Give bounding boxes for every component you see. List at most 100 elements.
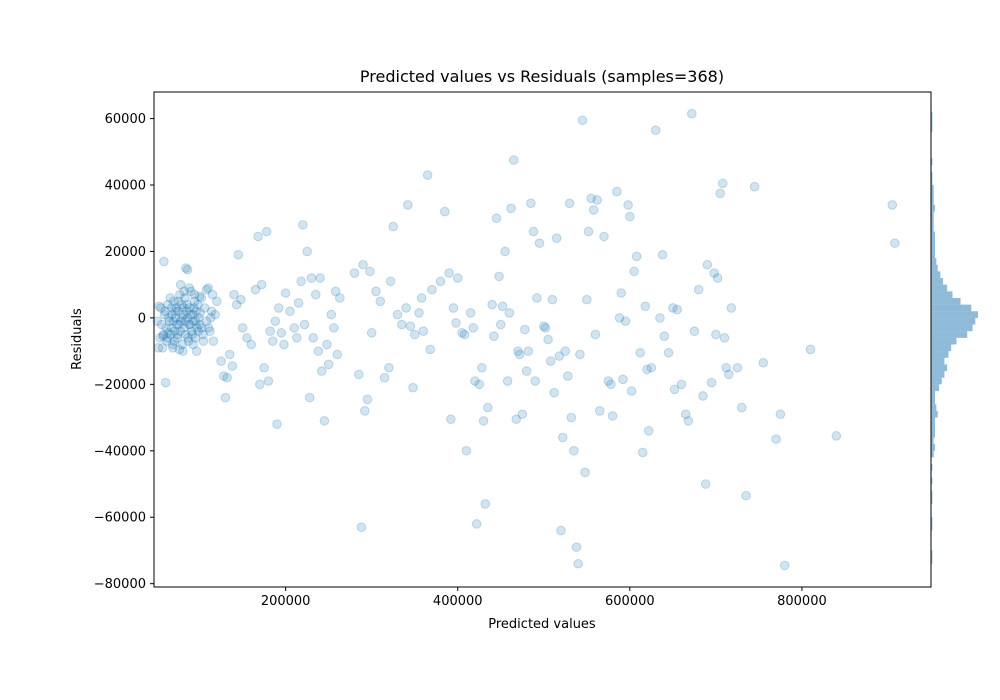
data-point — [545, 356, 556, 366]
data-point — [711, 329, 721, 340]
histogram-bar — [931, 311, 978, 318]
data-point — [302, 246, 312, 257]
histogram-bar — [931, 244, 936, 252]
histogram-bar — [931, 557, 933, 564]
data-point — [177, 339, 188, 350]
y-tick-label: 0 — [138, 311, 146, 326]
data-point — [446, 414, 456, 425]
data-point — [663, 347, 674, 358]
data-point — [440, 206, 450, 217]
data-point — [156, 319, 167, 330]
data-point — [637, 447, 648, 458]
data-point — [668, 303, 678, 313]
data-point — [155, 333, 165, 343]
data-point — [680, 409, 691, 420]
data-point — [152, 316, 163, 327]
data-point — [520, 324, 530, 335]
data-point — [491, 213, 502, 224]
data-point — [403, 200, 413, 210]
data-point — [187, 309, 198, 320]
data-point — [169, 336, 180, 346]
data-point — [573, 558, 584, 569]
data-point — [190, 316, 201, 327]
data-point — [530, 376, 540, 386]
x-axis-label: Predicted values — [488, 617, 596, 632]
y-tick-label: 60000 — [105, 112, 146, 127]
data-point — [289, 323, 300, 333]
data-point — [514, 349, 525, 360]
data-point — [261, 226, 272, 237]
data-point — [497, 301, 508, 312]
data-point — [478, 416, 489, 426]
data-point — [504, 308, 515, 318]
histogram-bar — [931, 377, 942, 385]
data-point — [517, 409, 528, 420]
data-point — [178, 309, 189, 320]
data-point — [233, 249, 244, 260]
data-point — [588, 205, 599, 215]
data-point — [203, 323, 214, 333]
data-point — [831, 431, 842, 441]
data-point — [451, 318, 461, 328]
histogram-bar — [931, 238, 936, 245]
data-point — [191, 346, 202, 356]
data-point — [201, 284, 212, 295]
data-point — [887, 200, 898, 210]
data-point — [279, 339, 289, 350]
data-point — [489, 331, 499, 341]
data-point — [606, 379, 616, 390]
data-point — [173, 306, 183, 317]
data-point — [292, 333, 302, 343]
data-point — [175, 279, 186, 290]
histogram-bar — [931, 304, 972, 312]
data-point — [583, 226, 594, 237]
data-point — [176, 299, 187, 310]
histogram-bar — [931, 344, 952, 352]
histogram-bar — [931, 198, 934, 205]
data-point — [178, 303, 189, 313]
data-point — [326, 309, 337, 320]
data-point — [459, 329, 470, 340]
data-point — [736, 402, 747, 413]
data-point — [160, 377, 171, 388]
histogram-bar — [931, 437, 934, 445]
data-point — [575, 349, 585, 360]
data-point — [625, 211, 635, 222]
data-point — [158, 329, 169, 340]
data-point — [702, 259, 713, 270]
data-point — [448, 303, 459, 313]
data-point — [164, 316, 175, 327]
histogram-bar — [931, 125, 933, 132]
data-point — [180, 293, 190, 303]
data-point — [255, 379, 265, 390]
data-point — [188, 316, 199, 327]
data-point — [163, 313, 174, 323]
data-point — [161, 323, 171, 333]
data-point — [717, 178, 728, 189]
data-point — [528, 226, 539, 237]
data-point — [635, 347, 645, 358]
data-point — [194, 319, 205, 330]
data-point — [560, 346, 571, 356]
data-point — [198, 329, 208, 340]
data-point — [693, 284, 704, 295]
histogram-bar — [931, 490, 933, 498]
data-point — [175, 289, 185, 300]
data-point — [162, 333, 173, 343]
data-point — [280, 288, 291, 298]
data-point — [158, 331, 168, 341]
data-point — [379, 372, 390, 383]
histogram-bar — [931, 364, 948, 372]
data-point — [227, 361, 238, 371]
histogram-bar — [931, 264, 938, 272]
data-point — [592, 195, 602, 205]
data-point — [715, 188, 725, 199]
data-point — [276, 328, 287, 338]
data-point — [195, 308, 205, 318]
data-point — [457, 328, 467, 338]
data-point — [599, 231, 609, 242]
data-point — [495, 319, 506, 330]
histogram-bar — [931, 444, 936, 451]
data-point — [721, 362, 732, 373]
data-point — [315, 273, 325, 283]
